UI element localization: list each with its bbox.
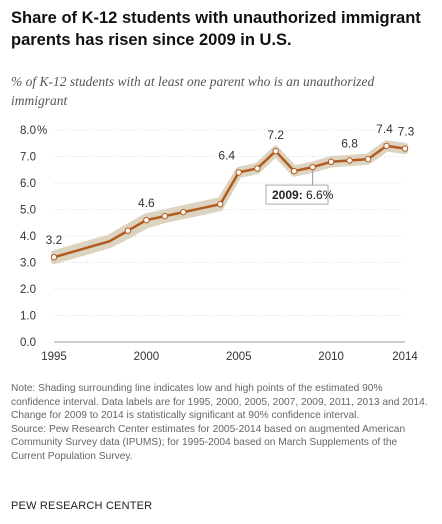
x-tick-label: 2000 — [134, 351, 160, 363]
data-label: 6.8 — [341, 136, 358, 150]
data-point — [217, 201, 224, 208]
data-point — [346, 157, 353, 164]
data-point — [364, 155, 372, 163]
y-tick-label: 3.0 — [20, 258, 36, 270]
y-tick-label: 4.0 — [20, 231, 36, 243]
data-point — [235, 169, 242, 176]
callout-box — [265, 184, 329, 205]
y-unit-label: % — [37, 125, 47, 137]
y-tick-label: 2.0 — [20, 284, 36, 296]
data-point — [272, 148, 279, 155]
x-tick-label: 1995 — [41, 351, 67, 363]
callout-year: 2009: — [272, 188, 306, 202]
data-label: 7.3 — [398, 125, 415, 139]
y-tick-label: 7.0 — [20, 152, 36, 164]
data-label: 6.4 — [218, 148, 235, 162]
data-point — [143, 216, 150, 224]
data-point — [180, 208, 187, 216]
data-label: 3.2 — [46, 233, 63, 247]
x-tick-label: 2010 — [318, 351, 344, 363]
data-label: 7.4 — [376, 122, 393, 136]
data-label: 4.6 — [138, 196, 155, 210]
chart-note: Note: Shading surrounding line indicates… — [11, 382, 431, 464]
data-point — [50, 254, 58, 261]
data-point — [327, 158, 335, 165]
chart-title: Share of K-12 students with unauthorized… — [11, 9, 421, 49]
data-point — [309, 163, 316, 171]
x-tick-label: 2005 — [226, 351, 252, 363]
y-tick-label: 8.0 — [20, 125, 36, 137]
data-point — [290, 167, 298, 175]
callout-value: 6.6% — [306, 188, 334, 202]
chart-subtitle: % of K-12 students with at least one par… — [11, 74, 375, 108]
data-point — [383, 142, 390, 150]
source-text: Source: Pew Research Center estimates fo… — [11, 423, 406, 462]
data-point — [161, 212, 169, 220]
y-tick-label: 0.0 — [20, 337, 36, 349]
data-point — [254, 165, 261, 172]
note-text: Note: Shading surrounding line indicates… — [11, 383, 428, 422]
x-tick-label: 2014 — [392, 351, 418, 363]
data-label: 7.2 — [267, 128, 284, 142]
y-tick-label: 5.0 — [20, 205, 36, 217]
callout-label: 2009: 6.6% — [272, 188, 334, 202]
data-point — [401, 145, 409, 152]
data-point — [124, 227, 132, 234]
line-chart: 0.0 1.0 2.0 3.0 4.0 5.0 6.0 7.0 8.0 % 1995 2000 2005… — [20, 122, 418, 363]
source-credit: PEW RESEARCH CENTER — [11, 500, 153, 512]
y-tick-label: 1.0 — [20, 311, 36, 323]
y-tick-label: 6.0 — [20, 178, 36, 190]
